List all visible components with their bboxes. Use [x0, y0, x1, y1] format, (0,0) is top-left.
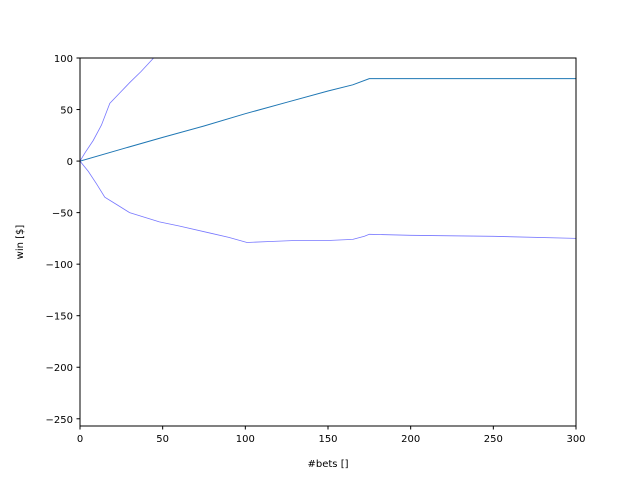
y-tick-label: 0	[67, 157, 73, 168]
series-line-2	[80, 160, 576, 243]
x-tick-label: 0	[77, 434, 83, 445]
x-tick-label: 100	[236, 434, 255, 445]
x-axis-label: #bets []	[308, 459, 349, 470]
x-tick-label: 50	[156, 434, 169, 445]
y-tick-label: −150	[46, 312, 73, 323]
y-tick-label: −250	[46, 415, 73, 426]
y-tick-label: −200	[46, 363, 73, 374]
y-tick-label: 50	[60, 106, 73, 117]
series-line-0	[80, 78, 576, 162]
series-line-1	[80, 58, 154, 162]
y-tick-label: −50	[52, 209, 73, 220]
y-tick-label: −100	[46, 260, 73, 271]
x-tick-label: 250	[484, 434, 503, 445]
y-tick-label: 100	[54, 54, 73, 65]
x-tick-label: 200	[401, 434, 420, 445]
x-tick-label: 300	[566, 434, 585, 445]
y-axis-label: win [$]	[15, 225, 26, 260]
x-tick-label: 150	[318, 434, 337, 445]
axes-frame	[79, 57, 577, 427]
